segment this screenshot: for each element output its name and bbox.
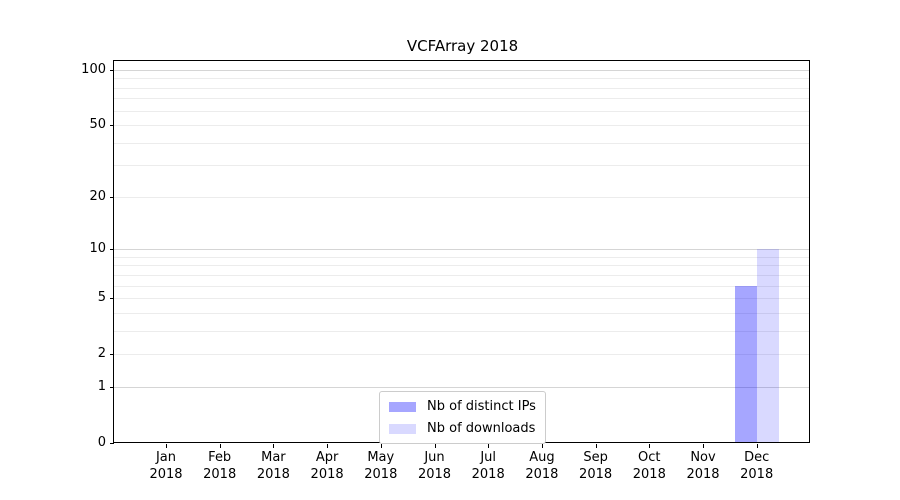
year-label: 2018 [417,467,452,482]
minor-gridline-3 [114,330,810,332]
year-label: 2018 [149,467,183,482]
x-tick-label-aug: Aug 2018 [510,449,574,483]
minor-gridline-70 [114,98,810,100]
minor-gridline-2 [114,354,810,356]
year-label: 2018 [686,467,720,482]
minor-gridline-60 [114,110,810,112]
month-label: Jun [424,450,445,465]
legend: Nb of distinct IPs Nb of downloads [379,391,546,444]
y-tick-0 [110,443,114,444]
x-tick-label-may: May 2018 [349,449,413,483]
y-tick-5 [110,298,114,300]
x-tick-mar [273,444,275,448]
bar-dec-nb-of-downloads [756,249,779,443]
minor-gridline-80 [114,87,810,89]
y-tick-20 [110,196,114,198]
minor-gridline-4 [114,312,810,314]
year-label: 2018 [256,467,290,482]
month-label: Apr [315,450,339,465]
legend-label: Nb of distinct IPs [427,399,536,414]
month-label: Jul [480,450,497,465]
y-tick-label-10: 10 [89,241,106,257]
bar-dec-nb-of-distinct-ips [734,285,757,443]
year-label: 2018 [525,467,559,482]
x-tick-label-dec: Dec 2018 [725,449,789,483]
y-tick-10 [110,249,114,251]
x-tick-label-jun: Jun 2018 [403,449,467,483]
year-label: 2018 [471,467,505,482]
month-label: Oct [638,450,661,465]
plot-area [113,60,810,443]
y-tick-label-50: 50 [89,117,106,133]
x-tick-feb [219,444,221,448]
year-label: 2018 [740,467,774,482]
month-label: Dec [744,450,770,465]
month-label: Nov [690,450,716,465]
x-tick-label-jan: Jan 2018 [134,449,198,483]
legend-label: Nb of downloads [427,421,536,436]
legend-swatch-nb-of-distinct-ips [389,401,416,412]
y-tick-label-100: 100 [81,62,106,77]
legend-item: Nb of downloads [389,421,536,436]
month-label: Jan [155,450,177,465]
minor-gridline-5 [114,298,810,300]
major-gridline-100 [114,70,810,71]
month-label: Aug [529,450,555,465]
minor-gridline-40 [114,142,810,144]
major-gridline-10 [114,249,810,251]
x-tick-dec [756,444,758,448]
legend-swatch-nb-of-downloads [389,423,416,434]
minor-gridline-6 [114,285,810,287]
y-tick-label-5: 5 [97,290,106,306]
y-tick-label-0: 0 [97,435,106,450]
y-tick-1 [110,386,114,388]
year-label: 2018 [310,467,344,482]
x-tick-apr [327,444,329,448]
y-tick-label-20: 20 [89,188,106,204]
x-tick-label-apr: Apr 2018 [295,449,359,483]
x-tick-label-nov: Nov 2018 [671,449,735,483]
minor-gridline-20 [114,196,810,198]
x-tick-jan [166,444,167,448]
minor-gridline-9 [114,256,810,258]
major-gridline-1 [114,386,810,388]
x-tick-label-sep: Sep 2018 [564,449,628,483]
minor-gridline-30 [114,165,810,167]
minor-gridline-90 [114,78,810,80]
x-tick-label-jul: Jul 2018 [456,449,520,483]
x-tick-jul [488,444,490,448]
year-label: 2018 [632,467,666,482]
x-tick-label-mar: Mar 2018 [241,449,305,483]
x-tick-label-oct: Oct 2018 [617,449,681,483]
legend-item: Nb of distinct IPs [389,399,536,414]
x-tick-nov [703,444,704,448]
year-label: 2018 [364,467,398,482]
y-tick-label-2: 2 [97,346,106,362]
month-label: May [367,450,395,465]
y-tick-label-1: 1 [97,378,106,394]
x-tick-sep [595,444,597,448]
x-tick-label-feb: Feb 2018 [188,449,252,483]
y-tick-50 [110,125,114,127]
x-tick-jun [434,444,436,448]
x-tick-oct [649,444,651,448]
y-tick-100 [110,70,114,71]
minor-gridline-50 [114,125,810,127]
month-label: Feb [208,450,232,465]
x-tick-aug [541,444,543,448]
minor-gridline-7 [114,274,810,276]
year-label: 2018 [203,467,237,482]
month-label: Sep [583,450,608,465]
month-label: Mar [261,450,286,465]
y-tick-2 [110,354,114,356]
chart-title: VCFArray 2018 [406,37,519,55]
minor-gridline-8 [114,265,810,267]
year-label: 2018 [579,467,613,482]
x-tick-may [380,444,382,448]
